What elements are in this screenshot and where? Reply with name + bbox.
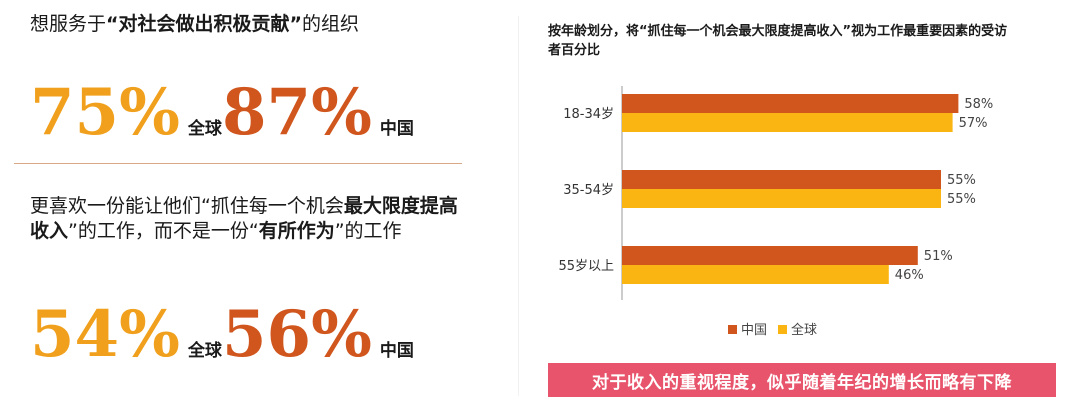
q2-part1: 更喜欢一份能让他们“抓住每一个机会 xyxy=(30,195,344,217)
data-label: 51% xyxy=(924,249,953,264)
q1-prefix: 想服务于 xyxy=(30,13,107,35)
q2-china-pct: 56% xyxy=(222,297,372,372)
category-label: 35-54岁 xyxy=(563,183,614,198)
q2-global-label: 全球 xyxy=(187,341,222,361)
bar-global xyxy=(622,113,953,132)
legend-swatch xyxy=(778,325,787,334)
category-label: 18-34岁 xyxy=(563,107,614,122)
q1-bold: “对社会做出积极贡献” xyxy=(106,13,302,35)
q2-part2: ”的工作，而不是一份“ xyxy=(68,220,259,242)
category-label: 55岁以上 xyxy=(558,259,614,274)
bar-chart: 18-34岁 58% 57% 35-54岁 55% 55% 55岁以上 51%46% 中国 全球 xyxy=(558,86,993,338)
q1-china-label: 中国 xyxy=(379,119,414,139)
q2-part3: ”的工作 xyxy=(334,220,402,242)
q1-global-label: 全球 xyxy=(187,119,222,139)
legend-swatch xyxy=(728,325,737,334)
data-label: 55% xyxy=(947,192,976,207)
q1-global-pct: 75% xyxy=(30,75,180,150)
q2-global-pct: 54% xyxy=(30,297,180,372)
q2-bold2: 有所作为 xyxy=(258,220,335,242)
q2-bold1: 最大限度提高收入 xyxy=(30,195,458,242)
section-divider xyxy=(14,163,462,164)
data-label: 46% xyxy=(895,268,924,283)
q1-china-pct: 87% xyxy=(222,75,372,150)
q1-china-stat: 87% 中国 xyxy=(222,78,414,148)
q1-suffix: 的组织 xyxy=(302,13,360,35)
legend-label: 全球 xyxy=(791,322,817,338)
q2-china-label: 中国 xyxy=(379,341,414,361)
q2-global-stat: 54% 全球 xyxy=(30,300,222,370)
q2-china-stat: 56% 中国 xyxy=(222,300,414,370)
legend-label: 中国 xyxy=(741,323,767,338)
chart-title: 按年龄划分，将“抓住每一个机会最大限度提高收入”视为工作最重要因素的受访者百分比 xyxy=(548,24,1008,58)
question-1: 想服务于“对社会做出积极贡献”的组织 xyxy=(30,10,359,38)
question-2: 更喜欢一份能让他们“抓住每一个机会最大限度提高收入”的工作，而不是一份“有所作为… xyxy=(30,194,460,244)
panel-divider xyxy=(518,16,519,396)
bar-global xyxy=(622,265,889,284)
data-label: 58% xyxy=(964,97,993,112)
bar-global xyxy=(622,189,941,208)
bar-china xyxy=(622,170,941,189)
bar-china xyxy=(622,94,959,113)
left-panel: 想服务于“对社会做出积极贡献”的组织 75% 全球 87% 中国 更喜欢一份能让… xyxy=(0,0,470,412)
data-label: 55% xyxy=(947,173,976,188)
conclusion-banner: 对于收入的重视程度，似乎随着年纪的增长而略有下降 xyxy=(548,363,1056,397)
q1-global-stat: 75% 全球 xyxy=(30,78,222,148)
data-label: 57% xyxy=(959,116,988,131)
bar-china xyxy=(622,246,918,265)
